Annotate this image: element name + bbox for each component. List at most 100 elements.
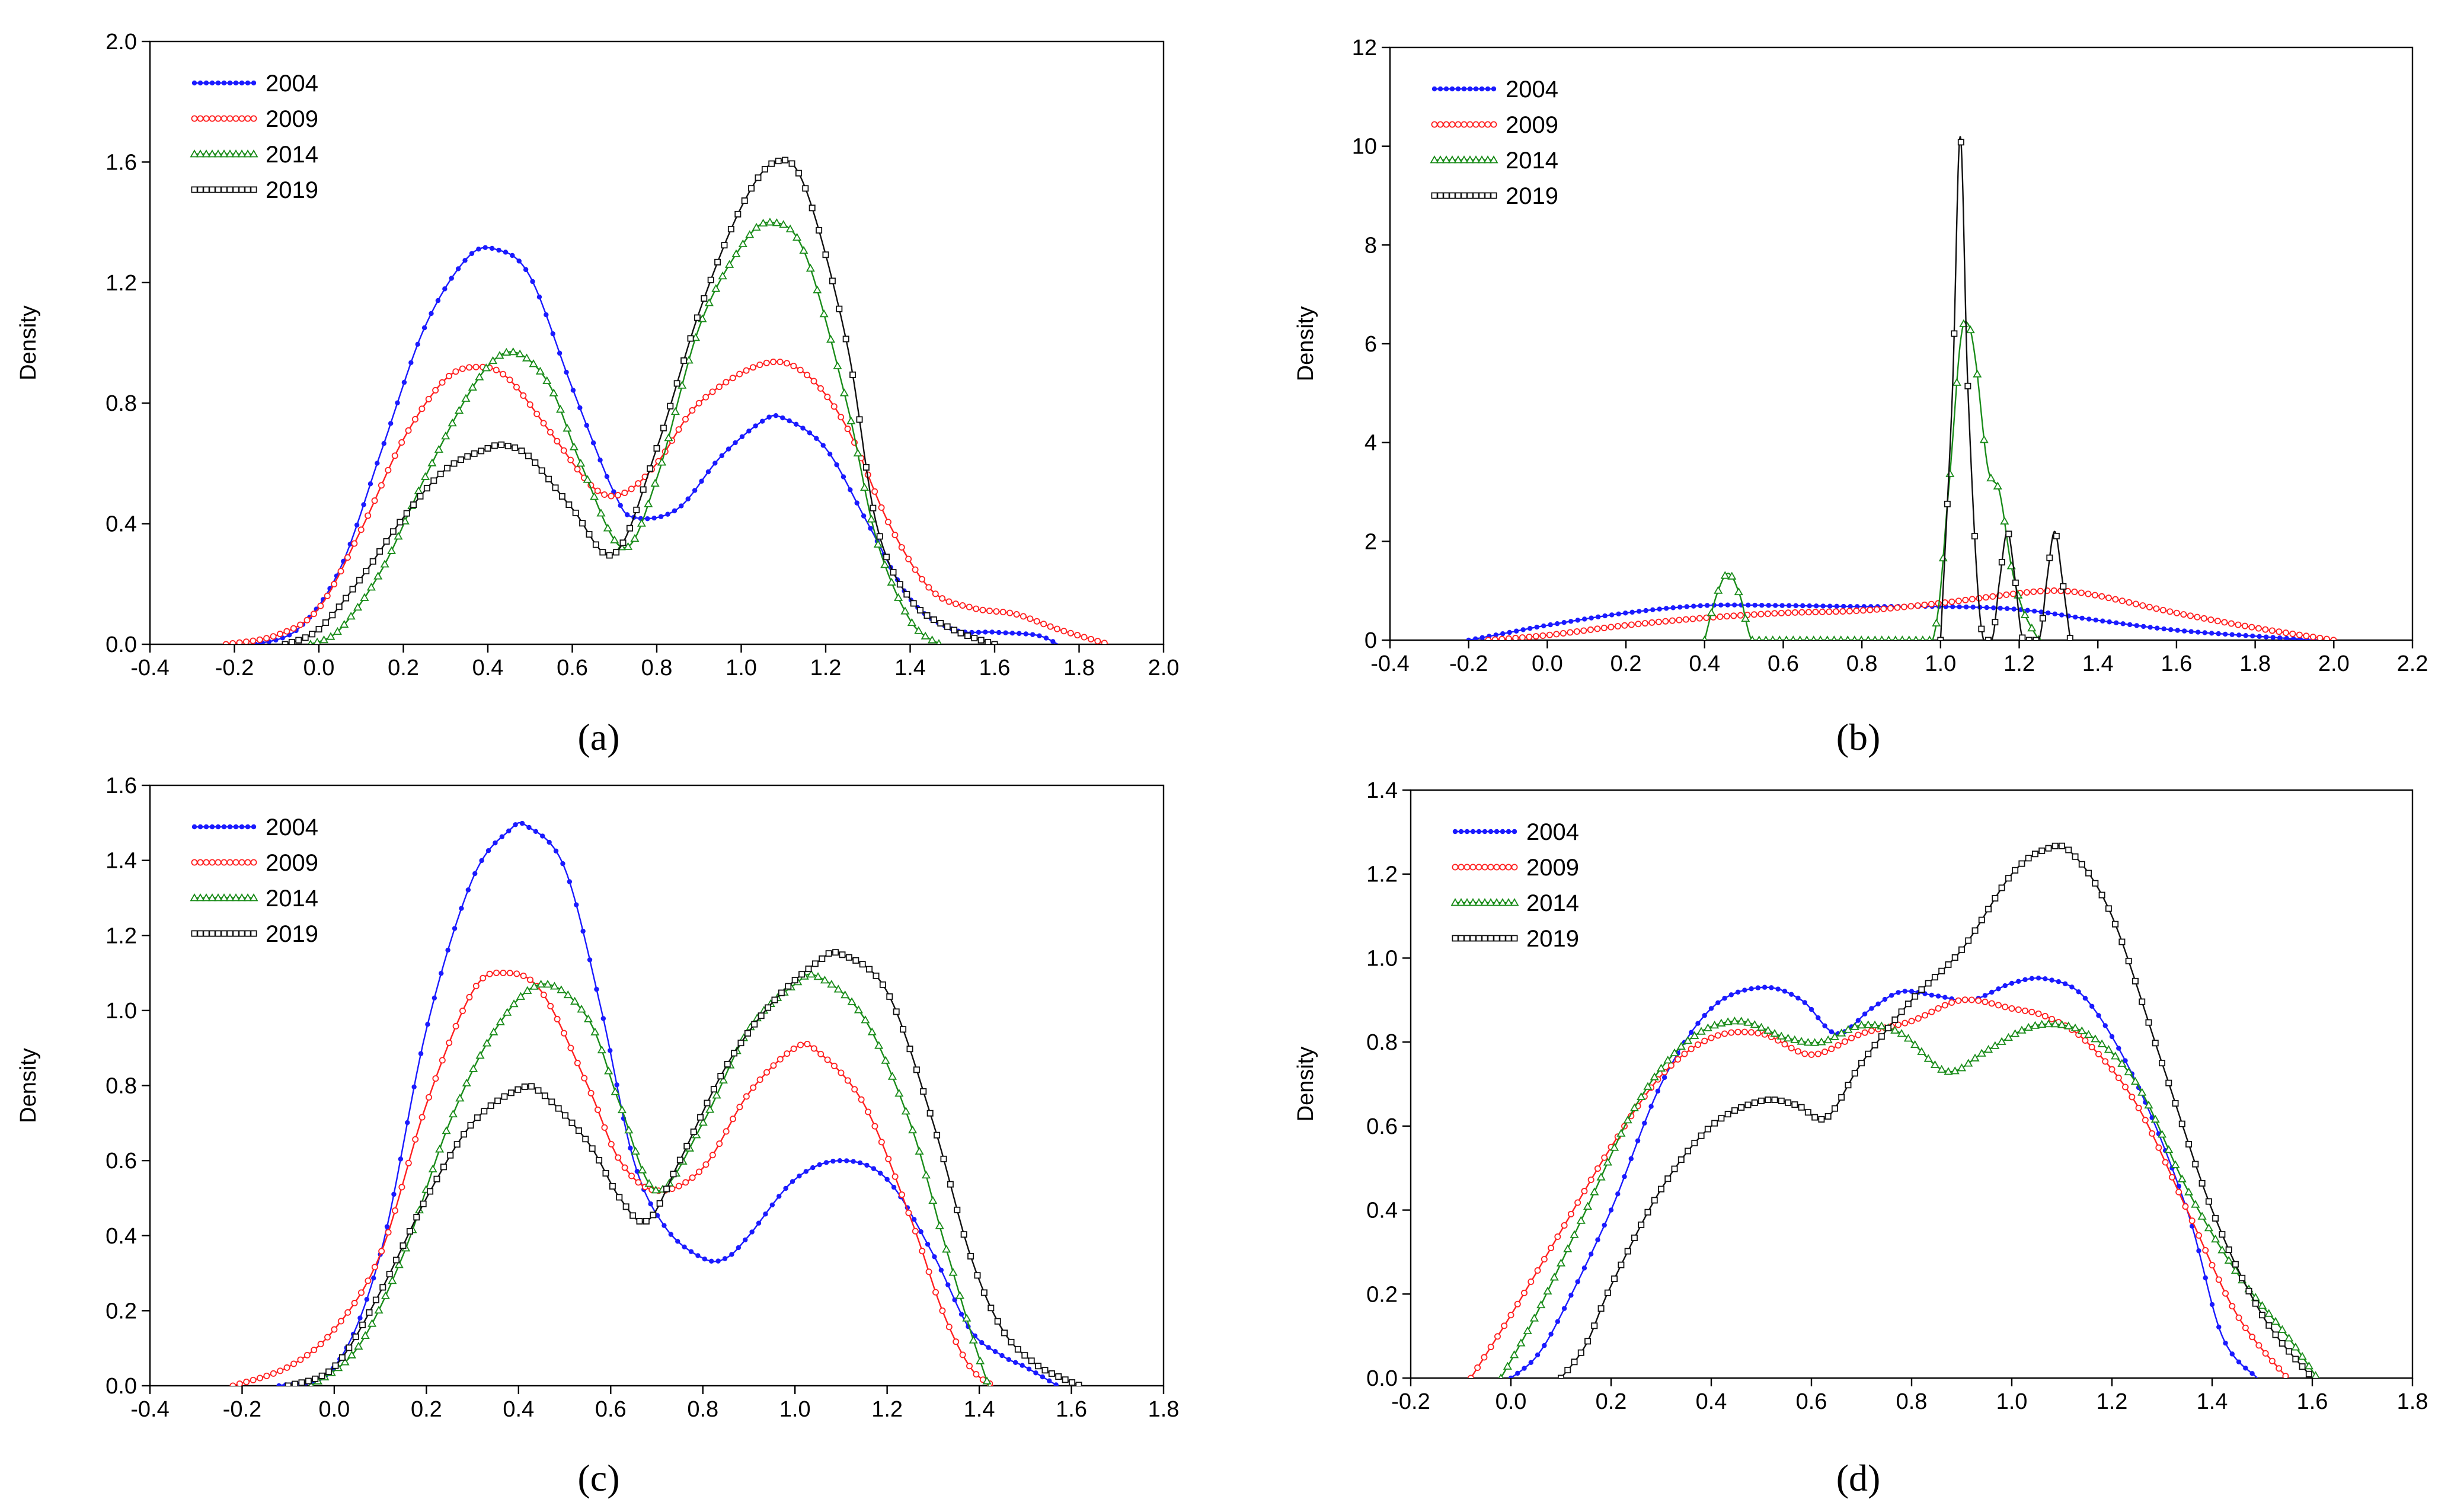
- data-point: [1913, 635, 1919, 640]
- data-point: [563, 424, 572, 432]
- data-point: [1871, 1041, 1878, 1049]
- legend-marker: [1484, 121, 1491, 128]
- data-point: [2093, 617, 2098, 623]
- data-point: [1781, 1041, 1788, 1048]
- series-2009: [222, 359, 1109, 644]
- data-point: [824, 1056, 831, 1063]
- data-point: [1925, 980, 1932, 987]
- legend-marker: [238, 859, 245, 866]
- legend-marker: [232, 859, 239, 866]
- data-point: [952, 600, 959, 608]
- data-point: [1751, 1099, 1758, 1106]
- data-point: [474, 1114, 481, 1121]
- data-point: [2282, 1373, 2289, 1378]
- data-point: [919, 1248, 926, 1255]
- data-point: [1539, 632, 1546, 639]
- data-point: [1771, 610, 1778, 617]
- y-tick-label: 2.0: [106, 30, 137, 55]
- legend-marker: [1478, 192, 1485, 199]
- data-point: [1591, 1322, 1598, 1329]
- data-point: [2043, 976, 2048, 982]
- data-point: [2228, 620, 2235, 627]
- legend-marker: [1487, 864, 1494, 871]
- data-point: [743, 1093, 750, 1100]
- data-point: [420, 1200, 427, 1207]
- data-point: [594, 986, 599, 992]
- data-point: [861, 1015, 870, 1024]
- data-point: [587, 957, 593, 963]
- data-point: [1951, 330, 1958, 337]
- data-point: [763, 1069, 771, 1076]
- data-point: [1037, 633, 1042, 638]
- data-point: [759, 418, 765, 424]
- data-point: [2095, 1050, 2102, 1057]
- data-point: [1717, 1018, 1726, 1027]
- data-point: [504, 442, 512, 449]
- data-point: [2132, 600, 2139, 608]
- data-point: [2050, 1019, 2060, 1028]
- data-point: [921, 1171, 931, 1179]
- data-point: [2031, 851, 2038, 858]
- data-point: [1628, 621, 1635, 628]
- data-point: [959, 602, 966, 609]
- data-point: [1770, 1028, 1779, 1037]
- legend-label: 2014: [1526, 890, 1579, 916]
- data-point: [893, 1008, 900, 1015]
- data-point: [1923, 1054, 1933, 1062]
- data-point: [1894, 604, 1901, 611]
- data-point: [792, 232, 802, 241]
- data-point: [1663, 1056, 1673, 1064]
- data-point: [426, 1094, 433, 1101]
- data-point: [297, 621, 304, 628]
- legend-marker: [221, 824, 227, 830]
- data-point: [2137, 1088, 2147, 1096]
- data-point: [1498, 1373, 1504, 1378]
- data-point: [358, 1289, 365, 1296]
- data-point: [393, 1257, 400, 1264]
- data-point: [799, 245, 809, 254]
- data-point: [2255, 1342, 2263, 1349]
- data-point: [437, 471, 444, 478]
- legend-marker: [209, 80, 215, 86]
- legend-marker: [197, 80, 203, 86]
- data-point: [1663, 606, 1669, 611]
- data-point: [2265, 1322, 2273, 1329]
- data-point: [325, 1368, 333, 1375]
- data-point: [1589, 1251, 1594, 1257]
- data-point: [1608, 1207, 1614, 1213]
- data-point: [876, 533, 883, 540]
- data-point: [1487, 1343, 1494, 1350]
- data-point: [589, 492, 599, 500]
- data-point: [545, 475, 552, 482]
- data-point: [672, 508, 678, 514]
- data-point: [945, 598, 953, 605]
- data-point: [1808, 1006, 1814, 1012]
- data-point: [601, 1124, 608, 1131]
- data-point: [1755, 985, 1761, 990]
- data-point: [303, 1351, 311, 1358]
- data-point: [569, 442, 579, 450]
- legend-marker: [207, 149, 217, 158]
- data-point: [665, 512, 670, 517]
- data-point: [2243, 633, 2248, 638]
- data-point: [2209, 1302, 2215, 1308]
- data-point: [1724, 1111, 1731, 1118]
- data-point: [1694, 1041, 1701, 1049]
- data-point: [756, 361, 763, 368]
- data-point: [1816, 1015, 1821, 1021]
- data-point: [906, 1046, 913, 1053]
- data-point: [2257, 634, 2262, 640]
- data-point: [1568, 619, 1574, 624]
- data-point: [276, 1383, 282, 1386]
- x-tick-label: 1.2: [871, 1397, 903, 1422]
- data-point: [830, 403, 838, 410]
- data-point: [270, 633, 277, 640]
- data-point: [755, 174, 762, 181]
- data-point: [1845, 1082, 1852, 1089]
- data-point: [337, 1318, 344, 1325]
- x-tick-label: 0.2: [1596, 1389, 1627, 1414]
- data-point: [1808, 1051, 1815, 1058]
- data-point: [2153, 605, 2160, 612]
- data-point: [1491, 636, 1498, 640]
- legend-marker: [238, 930, 245, 937]
